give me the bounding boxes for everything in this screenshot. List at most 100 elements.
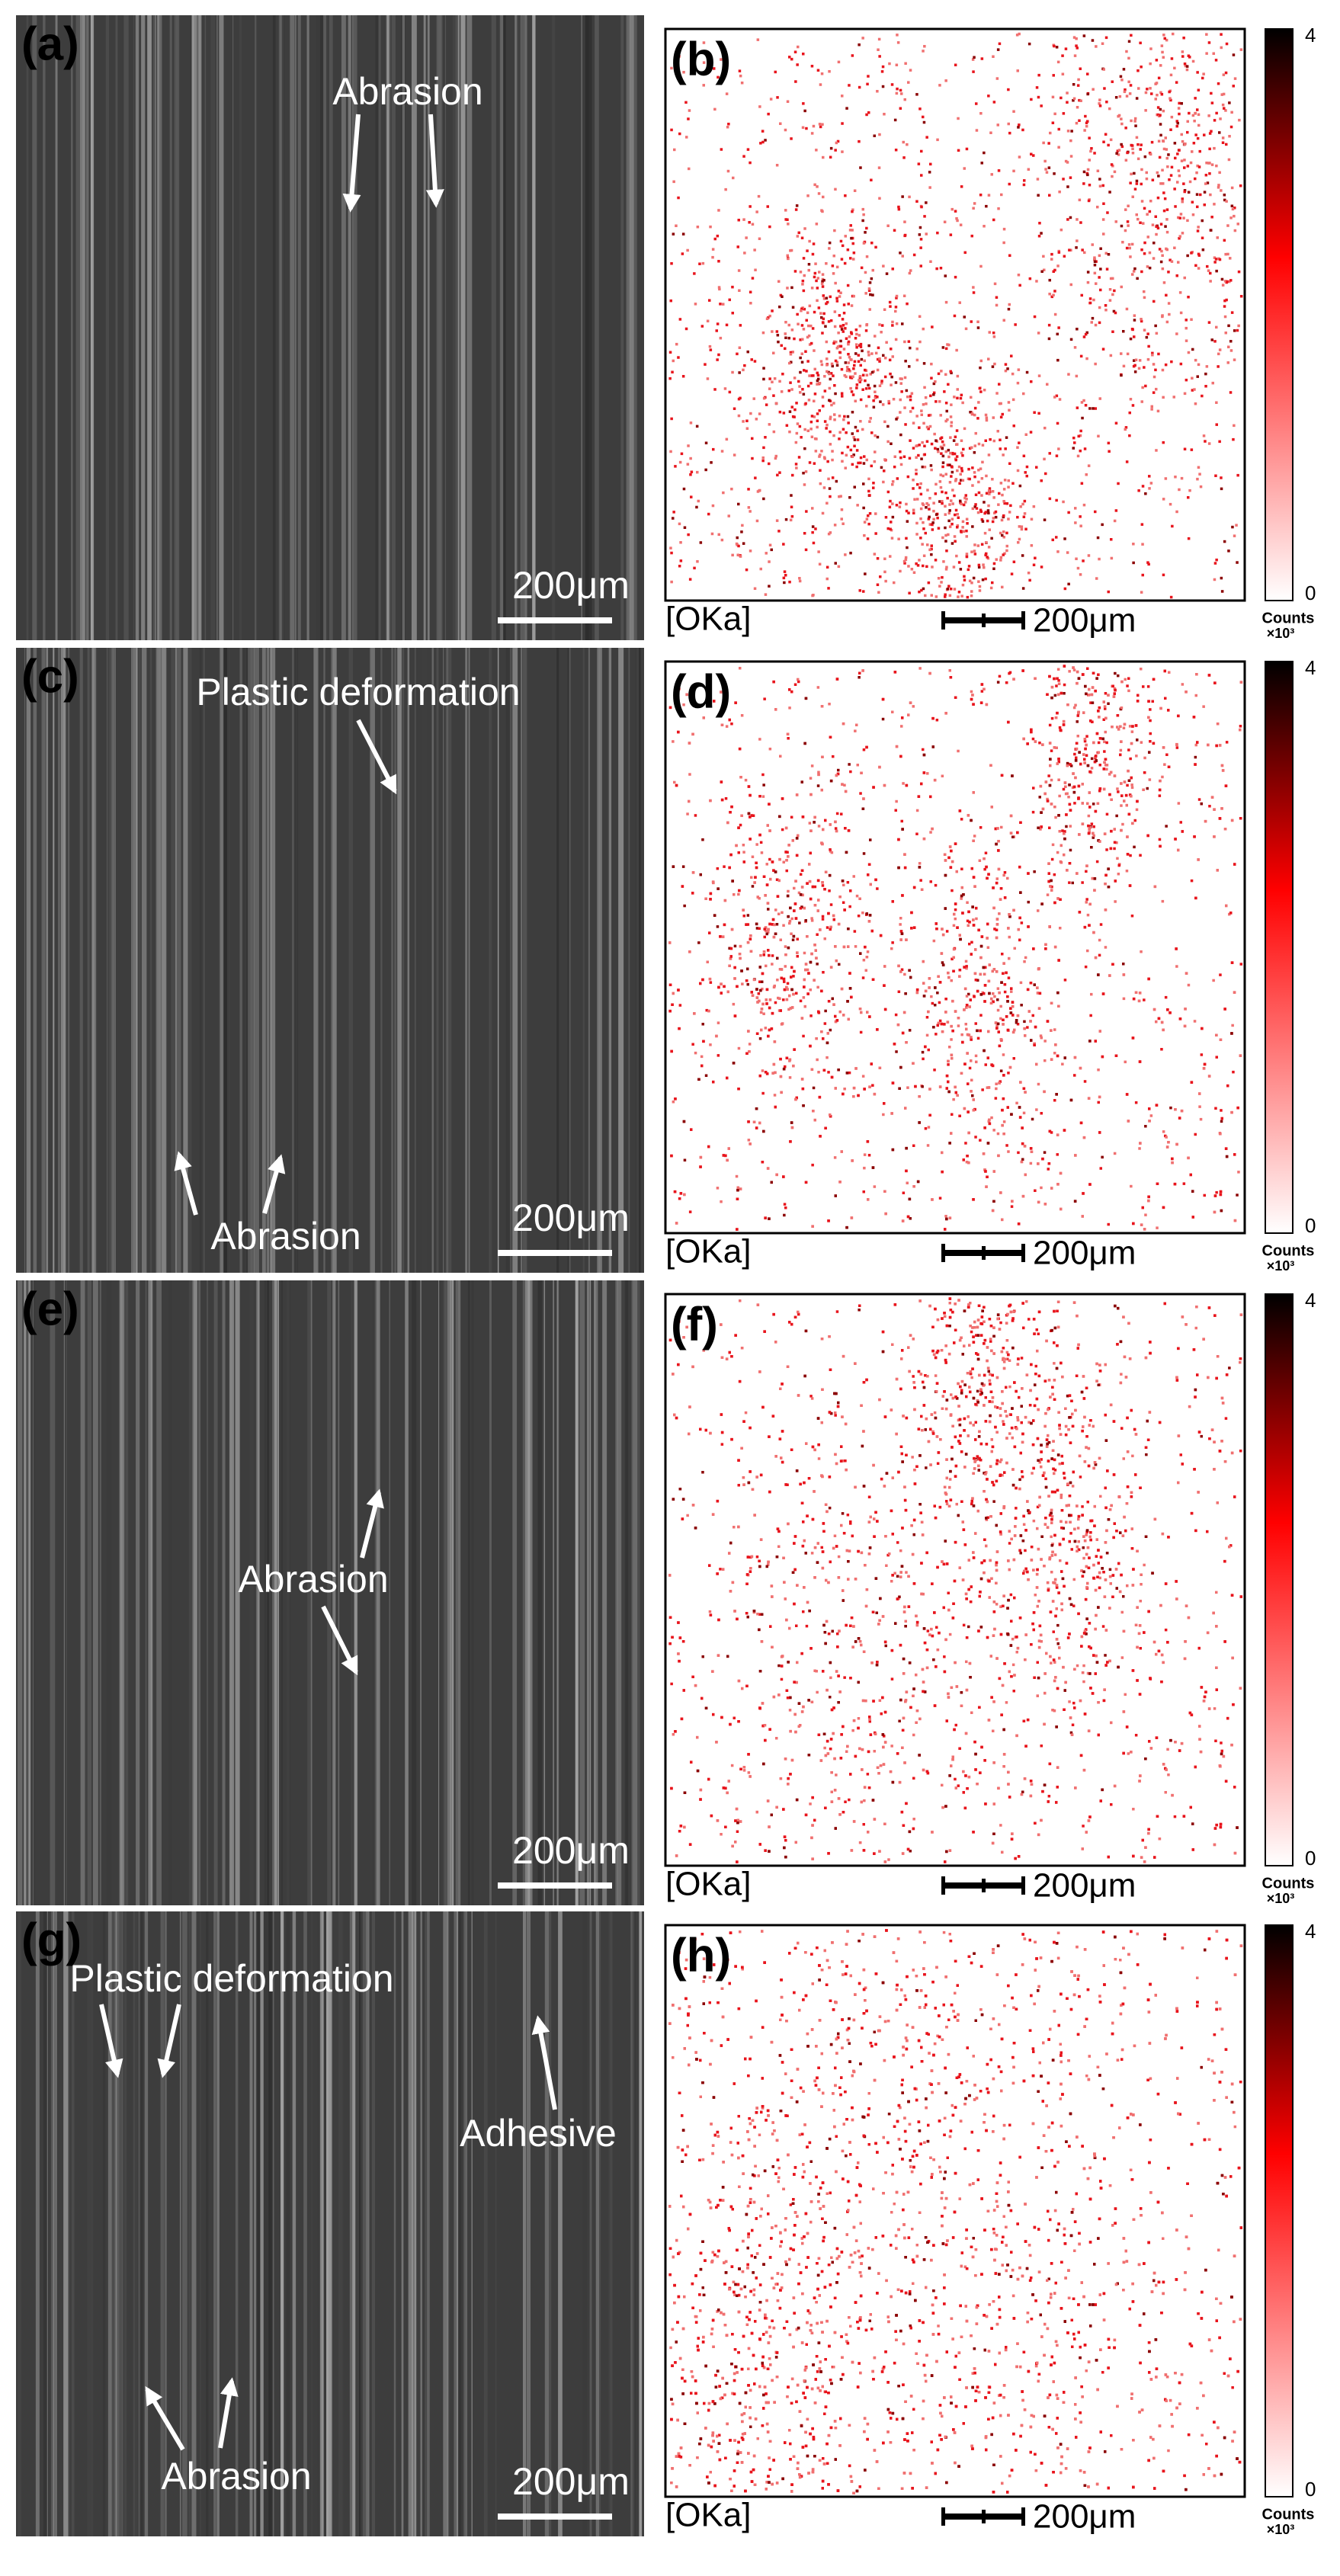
map-dot bbox=[1136, 739, 1139, 742]
arrow bbox=[356, 719, 397, 795]
map-dot bbox=[1036, 992, 1040, 995]
map-dot bbox=[937, 577, 941, 580]
map-dot bbox=[890, 537, 894, 540]
map-dot bbox=[1042, 255, 1045, 258]
map-dot bbox=[768, 857, 771, 861]
map-dot bbox=[1101, 523, 1104, 527]
map-dot bbox=[1161, 50, 1164, 54]
map-dot bbox=[882, 1113, 885, 1117]
map-dot bbox=[923, 444, 926, 447]
map-dot bbox=[1173, 66, 1176, 70]
map-dot bbox=[922, 587, 925, 591]
map-dot bbox=[902, 294, 906, 297]
map-dot bbox=[923, 386, 926, 389]
map-dot bbox=[975, 102, 978, 105]
map-dot bbox=[1128, 411, 1131, 415]
map-dot bbox=[820, 450, 823, 453]
map-dot bbox=[991, 478, 994, 481]
map-dot bbox=[802, 257, 806, 260]
map-dot bbox=[816, 299, 819, 303]
map-dot bbox=[934, 380, 937, 383]
map-dot bbox=[1032, 787, 1035, 790]
map-dot bbox=[828, 372, 831, 376]
map-dot bbox=[992, 992, 995, 995]
map-dot bbox=[1056, 421, 1059, 425]
map-dot bbox=[878, 133, 881, 136]
element-label: [OKa] bbox=[665, 601, 752, 638]
map-dot bbox=[944, 491, 947, 495]
map-dot bbox=[793, 909, 796, 912]
map-dot bbox=[1221, 103, 1225, 107]
map-dot bbox=[771, 918, 775, 921]
map-dot bbox=[925, 440, 929, 443]
map-dot bbox=[1076, 46, 1079, 50]
sem-stripe bbox=[628, 648, 630, 1273]
map-dot bbox=[1174, 476, 1177, 479]
map-dot bbox=[934, 492, 938, 495]
map-dot bbox=[1131, 152, 1135, 155]
map-dot bbox=[803, 428, 806, 431]
map-dot bbox=[1097, 1069, 1100, 1072]
map-dot bbox=[992, 496, 995, 499]
map-dot bbox=[1223, 299, 1226, 303]
map-dot bbox=[987, 357, 990, 360]
map-dot bbox=[918, 315, 922, 318]
map-dot bbox=[816, 1058, 819, 1062]
sem-stripe bbox=[135, 15, 139, 640]
map-dot bbox=[1130, 1184, 1133, 1188]
map-dot bbox=[815, 223, 819, 226]
map-dot bbox=[1000, 518, 1004, 522]
map-dot bbox=[954, 478, 958, 481]
map-dot bbox=[1057, 251, 1061, 254]
map-dot bbox=[823, 389, 827, 392]
map-dot bbox=[1025, 465, 1029, 469]
map-dot bbox=[1126, 151, 1129, 155]
map-dot bbox=[900, 377, 903, 380]
map-dot bbox=[1054, 815, 1057, 819]
map-dot bbox=[811, 1163, 814, 1167]
map-dot bbox=[1135, 808, 1139, 812]
map-dot bbox=[973, 543, 976, 546]
map-dot bbox=[985, 1185, 988, 1188]
map-dot bbox=[915, 348, 918, 351]
map-dot bbox=[992, 439, 995, 443]
map-dot bbox=[728, 390, 732, 394]
map-dot bbox=[979, 1014, 983, 1017]
map-dot bbox=[783, 1203, 787, 1206]
map-dot bbox=[1004, 447, 1007, 450]
map-dot bbox=[737, 414, 741, 418]
map-dot bbox=[839, 339, 842, 343]
map-dot bbox=[965, 553, 969, 556]
map-dot bbox=[1030, 728, 1033, 732]
map-dot bbox=[883, 375, 887, 379]
map-dot bbox=[976, 1036, 980, 1040]
map-dot bbox=[774, 454, 777, 458]
map-dot bbox=[846, 1000, 849, 1003]
map-dot bbox=[924, 989, 928, 993]
map-dot bbox=[704, 897, 707, 900]
map-dot bbox=[906, 302, 909, 306]
map-dot bbox=[900, 92, 903, 95]
map-dot bbox=[844, 466, 847, 469]
map-dot bbox=[842, 522, 845, 525]
map-dot bbox=[881, 717, 885, 721]
map-dot bbox=[732, 1002, 736, 1006]
map-dot bbox=[742, 851, 745, 854]
map-dot bbox=[909, 346, 912, 350]
map-dot bbox=[932, 517, 935, 521]
map-dot bbox=[965, 1006, 968, 1009]
map-dot bbox=[829, 531, 832, 534]
map-dot bbox=[1091, 701, 1095, 704]
map-dot bbox=[1093, 271, 1097, 275]
map-dot bbox=[921, 543, 924, 546]
map-dot bbox=[1223, 198, 1226, 202]
map-dot bbox=[925, 565, 928, 569]
map-dot bbox=[1206, 181, 1210, 184]
sem-stripe bbox=[123, 15, 129, 640]
map-dot bbox=[710, 532, 714, 536]
map-dot bbox=[944, 473, 947, 476]
map-dot bbox=[713, 237, 716, 241]
map-dot bbox=[848, 1071, 851, 1075]
map-dot bbox=[736, 1188, 739, 1192]
map-dot bbox=[806, 882, 809, 885]
